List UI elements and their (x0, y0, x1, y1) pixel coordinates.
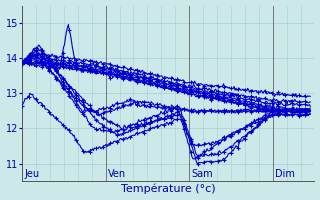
X-axis label: Température (°c): Température (°c) (121, 184, 216, 194)
Text: Ven: Ven (108, 169, 126, 179)
Text: Sam: Sam (192, 169, 213, 179)
Text: Dim: Dim (275, 169, 295, 179)
Text: Jeu: Jeu (25, 169, 40, 179)
